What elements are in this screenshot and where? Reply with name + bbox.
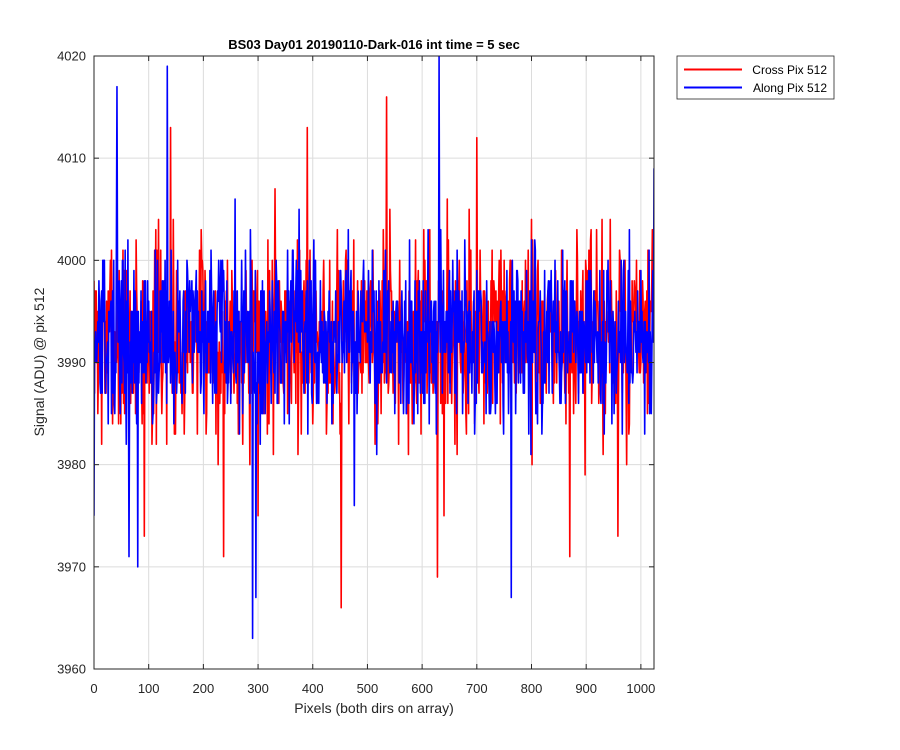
chart-title: BS03 Day01 20190110-Dark-016 int time = … [228, 37, 520, 52]
y-tick-label-3960: 3960 [57, 662, 86, 677]
legend-label-along-pix-512: Along Pix 512 [753, 81, 827, 95]
x-tick-label-0: 0 [90, 681, 97, 696]
y-axis-label: Signal (ADU) @ pix 512 [31, 287, 47, 436]
legend: Cross Pix 512 Along Pix 512 [676, 55, 835, 100]
y-tick-label-3970: 3970 [57, 559, 86, 574]
x-tick-label-100: 100 [138, 681, 160, 696]
x-tick-label-400: 400 [302, 681, 324, 696]
x-axis-label: Pixels (both dirs on array) [294, 700, 454, 716]
x-tick-label-900: 900 [575, 681, 597, 696]
ticks: 0 100 200 300 400 500 600 700 800 900 1000 3960 3970… [57, 49, 655, 697]
y-tick-label-4000: 4000 [57, 253, 86, 268]
x-tick-label-700: 700 [466, 681, 488, 696]
series-layer [94, 56, 654, 640]
x-tick-label-800: 800 [521, 681, 543, 696]
legend-box [676, 55, 835, 100]
x-tick-label-600: 600 [411, 681, 433, 696]
x-tick-label-500: 500 [357, 681, 379, 696]
x-tick-label-1000: 1000 [626, 681, 655, 696]
legend-label-cross-pix-512: Cross Pix 512 [752, 63, 827, 77]
y-tick-label-4020: 4020 [57, 49, 86, 64]
x-tick-label-300: 300 [247, 681, 269, 696]
y-tick-label-3990: 3990 [57, 355, 86, 370]
y-tick-label-3980: 3980 [57, 457, 86, 472]
x-tick-label-200: 200 [193, 681, 215, 696]
series-line-along-pix-512 [94, 56, 654, 640]
y-tick-label-4010: 4010 [57, 151, 86, 166]
